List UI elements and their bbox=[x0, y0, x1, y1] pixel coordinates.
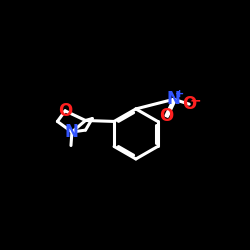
Text: O: O bbox=[58, 102, 72, 120]
Text: N: N bbox=[65, 123, 79, 141]
Text: +: + bbox=[174, 90, 184, 100]
Text: O: O bbox=[182, 95, 196, 113]
Text: O: O bbox=[159, 107, 173, 125]
Text: −: − bbox=[189, 94, 201, 108]
Text: N: N bbox=[167, 90, 180, 108]
